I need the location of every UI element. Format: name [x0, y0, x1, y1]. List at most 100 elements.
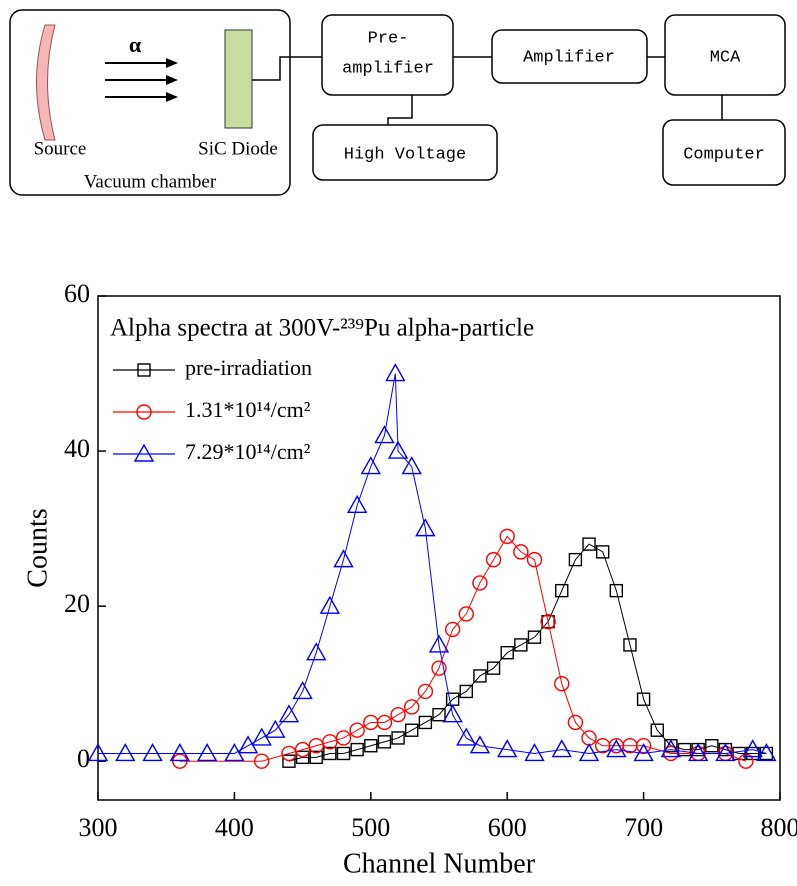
marker [677, 742, 692, 757]
legend-marker [137, 363, 151, 377]
computer-box [662, 119, 786, 186]
marker [636, 692, 651, 706]
preamp-label: amplifier [342, 59, 434, 78]
marker [650, 723, 664, 737]
marker [595, 545, 610, 559]
marker [404, 699, 420, 715]
x-tick-label: 600 [488, 813, 527, 842]
marker [609, 583, 624, 598]
marker [500, 645, 514, 660]
legend-label: 7.29*10¹⁴/cm² [185, 439, 311, 464]
marker [350, 742, 364, 757]
x-tick-label: 800 [761, 813, 797, 842]
marker [306, 642, 327, 661]
marker [582, 537, 596, 551]
source-icon [36, 24, 56, 141]
marker [485, 551, 502, 568]
marker [390, 707, 406, 723]
x-tick-label: 300 [79, 813, 118, 842]
computer-label: Computer [683, 145, 765, 164]
chamber-box [9, 9, 291, 196]
mca-box [664, 14, 786, 96]
marker [265, 719, 286, 738]
diode-icon [224, 29, 253, 129]
series-line [98, 373, 767, 754]
marker [417, 683, 434, 700]
marker [456, 727, 477, 746]
marker [387, 440, 409, 459]
marker [551, 739, 572, 758]
marker [526, 551, 543, 568]
marker [336, 746, 351, 761]
marker [513, 544, 529, 560]
marker [540, 613, 556, 630]
marker [391, 731, 405, 745]
marker [87, 743, 109, 762]
marker [742, 739, 763, 758]
y-axis-title: Counts [22, 508, 53, 587]
y-tick-label: 20 [64, 589, 90, 618]
marker [524, 743, 545, 762]
series-line [179, 535, 747, 762]
hv-label: High Voltage [344, 145, 466, 164]
marker [514, 638, 528, 652]
marker [431, 660, 447, 676]
marker [635, 738, 652, 754]
marker [376, 714, 393, 731]
marker [497, 739, 518, 758]
connector [387, 95, 413, 125]
connector [252, 56, 322, 81]
marker [541, 614, 555, 629]
arrows [105, 62, 170, 98]
marker [196, 743, 218, 762]
marker [364, 739, 378, 753]
marker [278, 704, 300, 723]
marker [472, 575, 488, 591]
marker [606, 739, 627, 758]
marker [319, 595, 341, 614]
amp-label: Amplifier [523, 48, 615, 67]
marker [374, 425, 395, 444]
marker [418, 715, 433, 730]
marker [282, 754, 296, 768]
marker [705, 739, 719, 753]
marker [554, 675, 570, 692]
x-tick-label: 400 [215, 813, 254, 842]
source-label: Source [34, 138, 87, 159]
marker [115, 743, 136, 762]
marker [568, 552, 583, 567]
marker [442, 704, 463, 723]
marker [377, 735, 392, 749]
marker [459, 684, 473, 699]
hv-box [312, 124, 498, 181]
marker [527, 630, 542, 644]
marker [633, 743, 654, 762]
marker [623, 638, 637, 652]
preamp-label: Pre- [368, 29, 409, 48]
plot-frame [97, 295, 781, 801]
chart-title: Alpha spectra at 300V-²³⁹Pu alpha-partic… [110, 315, 534, 342]
marker [473, 669, 487, 683]
particle-label: α [129, 32, 142, 57]
x-axis-title: Channel Number [343, 848, 536, 879]
preamp-box [321, 14, 454, 96]
marker [715, 743, 736, 762]
marker [444, 621, 461, 638]
marker [295, 750, 310, 765]
marker [458, 606, 474, 622]
marker [405, 723, 419, 737]
marker [428, 634, 450, 653]
marker [499, 528, 515, 545]
marker [486, 661, 501, 675]
legend-marker [133, 443, 155, 462]
marker [172, 753, 188, 769]
marker [415, 518, 436, 537]
y-tick-label: 60 [64, 279, 90, 308]
marker [253, 753, 270, 769]
marker [142, 743, 163, 762]
marker [687, 743, 709, 762]
x-tick-label: 700 [624, 813, 663, 842]
marker [323, 746, 337, 761]
marker [385, 363, 406, 382]
